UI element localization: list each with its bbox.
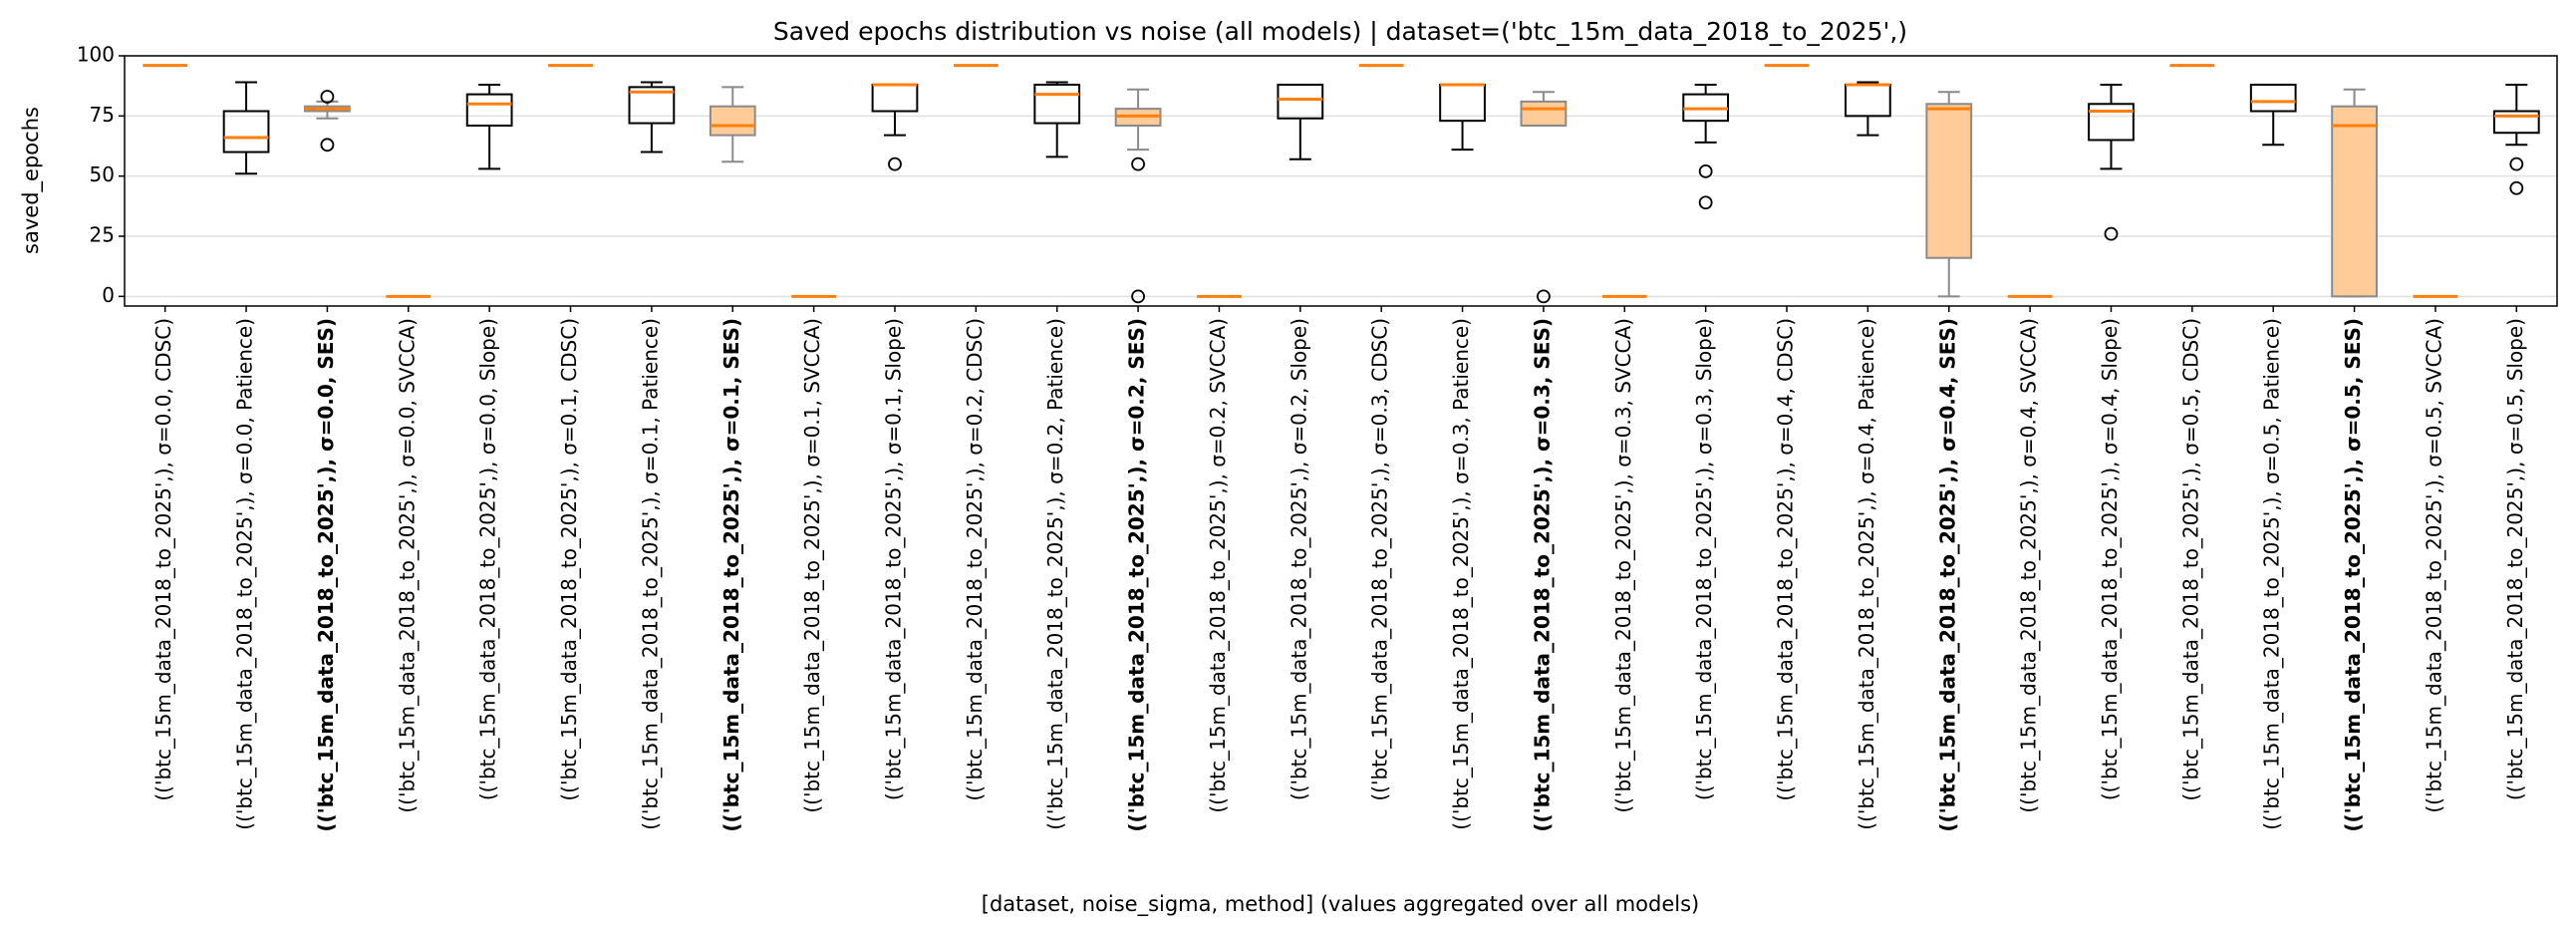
x-tick-label: (('btc_15m_data_2018_to_2025',), σ=0.3, …: [1368, 318, 1392, 801]
x-tick-label: (('btc_15m_data_2018_to_2025',), σ=0.4, …: [1855, 318, 1878, 830]
y-axis-label: saved_epochs: [19, 107, 44, 254]
y-tick-label: 0: [102, 283, 115, 307]
x-tick-label: (('btc_15m_data_2018_to_2025',), σ=0.2, …: [1287, 318, 1310, 800]
outlier: [2509, 180, 2524, 195]
x-tick-label: (('btc_15m_data_2018_to_2025',), σ=0.2, …: [1043, 318, 1067, 830]
box: [628, 86, 676, 125]
outlier: [320, 138, 335, 153]
outlier: [888, 156, 902, 171]
x-axis-label: [dataset, noise_sigma, method] (values a…: [982, 892, 1699, 917]
x-tick-label: (('btc_15m_data_2018_to_2025',), σ=0.5, …: [2178, 318, 2202, 801]
x-tick-label: (('btc_15m_data_2018_to_2025',), σ=0.0, …: [476, 318, 500, 800]
x-tick-label: (('btc_15m_data_2018_to_2025',), σ=0.1, …: [719, 318, 743, 832]
x-tick-label: (('btc_15m_data_2018_to_2025',), σ=0.3, …: [1611, 318, 1635, 813]
x-tick-label: (('btc_15m_data_2018_to_2025',), σ=0.3, …: [1692, 318, 1716, 800]
x-tick-label: (('btc_15m_data_2018_to_2025',), σ=0.0, …: [395, 318, 419, 813]
x-tick-label: (('btc_15m_data_2018_to_2025',), σ=0.0, …: [151, 318, 175, 801]
box: [871, 83, 919, 113]
x-tick-label: (('btc_15m_data_2018_to_2025',), σ=0.3, …: [1449, 318, 1473, 830]
box: [2088, 103, 2135, 142]
box: [1845, 83, 1891, 118]
y-tick-label: 50: [90, 162, 115, 186]
x-tick-label: (('btc_15m_data_2018_to_2025',), σ=0.5, …: [2422, 318, 2445, 813]
x-tick-label: (('btc_15m_data_2018_to_2025',), σ=0.5, …: [2503, 318, 2527, 800]
x-tick-label: (('btc_15m_data_2018_to_2025',), σ=0.1, …: [800, 318, 824, 813]
x-tick-label: (('btc_15m_data_2018_to_2025',), σ=0.1, …: [881, 318, 905, 800]
x-tick-label: (('btc_15m_data_2018_to_2025',), σ=0.5, …: [2260, 318, 2284, 830]
chart-title: Saved epochs distribution vs noise (all …: [773, 17, 1907, 46]
x-tick-label: (('btc_15m_data_2018_to_2025',), σ=0.0, …: [233, 318, 257, 830]
outlier: [1698, 195, 1713, 210]
box: [2492, 110, 2540, 135]
box: [465, 93, 513, 127]
box: [1277, 83, 1324, 120]
y-tick-label: 25: [90, 223, 115, 247]
box: [222, 110, 270, 154]
box: [1033, 83, 1081, 125]
x-tick-label: (('btc_15m_data_2018_to_2025',), σ=0.1, …: [638, 318, 662, 830]
outlier: [1131, 289, 1145, 304]
y-tick-label: 100: [77, 43, 115, 67]
outlier: [2104, 226, 2119, 241]
outlier: [320, 90, 335, 104]
x-tick-label: (('btc_15m_data_2018_to_2025',), σ=0.2, …: [1206, 318, 1230, 813]
plot-frame: [124, 55, 2558, 307]
box: [2249, 83, 2297, 113]
x-tick-label: (('btc_15m_data_2018_to_2025',), σ=0.3, …: [1530, 318, 1554, 832]
x-tick-label: (('btc_15m_data_2018_to_2025',), σ=0.4, …: [2098, 318, 2122, 800]
outlier: [2509, 156, 2524, 171]
box: [709, 105, 756, 137]
box: [1925, 103, 1973, 259]
x-tick-label: (('btc_15m_data_2018_to_2025',), σ=0.1, …: [557, 318, 581, 801]
x-tick-label: (('btc_15m_data_2018_to_2025',), σ=0.5, …: [2341, 318, 2365, 832]
box: [2331, 105, 2378, 298]
outlier: [1698, 163, 1713, 178]
x-tick-label: (('btc_15m_data_2018_to_2025',), σ=0.0, …: [314, 318, 338, 832]
x-tick-label: (('btc_15m_data_2018_to_2025',), σ=0.4, …: [1935, 318, 1959, 832]
x-tick-label: (('btc_15m_data_2018_to_2025',), σ=0.4, …: [2017, 318, 2041, 813]
box: [1520, 100, 1568, 127]
outlier: [1131, 156, 1145, 171]
x-tick-label: (('btc_15m_data_2018_to_2025',), σ=0.2, …: [963, 318, 987, 801]
x-tick-label: (('btc_15m_data_2018_to_2025',), σ=0.4, …: [1774, 318, 1798, 801]
y-tick-label: 75: [90, 103, 115, 127]
x-tick-label: (('btc_15m_data_2018_to_2025',), σ=0.2, …: [1125, 318, 1149, 832]
outlier: [1537, 289, 1551, 304]
